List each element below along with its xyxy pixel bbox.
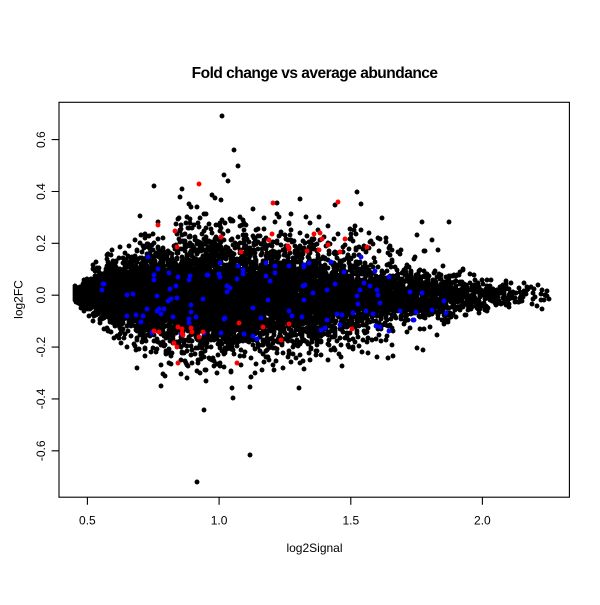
svg-text:log2Signal: log2Signal [286,541,342,555]
svg-text:0.5: 0.5 [79,514,96,528]
svg-text:2.0: 2.0 [474,514,491,528]
svg-text:log2FC: log2FC [12,280,26,319]
svg-text:0.2: 0.2 [34,235,48,252]
svg-text:1.5: 1.5 [342,514,359,528]
svg-text:-0.4: -0.4 [34,388,48,409]
svg-text:-0.2: -0.2 [34,336,48,357]
svg-text:Fold change vs average abundan: Fold change vs average abundance [192,65,439,82]
svg-text:0.0: 0.0 [34,287,48,304]
svg-text:1.0: 1.0 [211,514,228,528]
svg-text:0.4: 0.4 [34,183,48,200]
svg-text:0.6: 0.6 [34,131,48,148]
svg-text:-0.6: -0.6 [34,440,48,461]
